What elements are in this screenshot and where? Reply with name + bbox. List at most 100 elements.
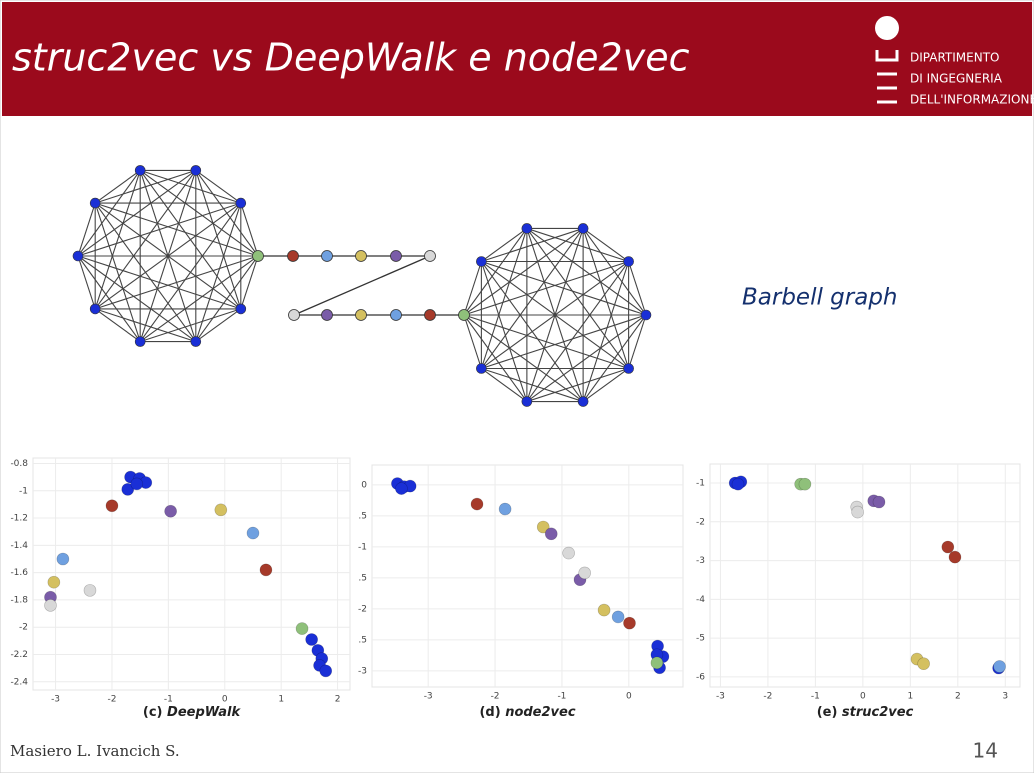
graph-node	[89, 303, 101, 315]
y-tick-label: -0.5	[349, 511, 367, 521]
graph-edge	[240, 255, 259, 310]
logo-dot	[875, 16, 899, 40]
scatter-chart: -3 -2 -1 0 0 -0.5 -1 -1.5 -2 -2.5 -3 (d) node2vec	[349, 464, 684, 720]
graph-node	[190, 336, 202, 347]
y-tick-label: -1.6	[10, 568, 28, 578]
graph-node	[476, 256, 487, 267]
graph-edge	[526, 228, 630, 369]
graph-edge	[195, 170, 259, 257]
scatter-point	[121, 483, 135, 496]
graph-node	[577, 396, 589, 407]
graph-edge	[139, 170, 197, 342]
scatter-point	[948, 550, 962, 564]
graph-edge	[526, 228, 584, 402]
graph-edge	[463, 314, 629, 370]
x-tick-label: 2	[335, 695, 341, 705]
logo-text: DI INGEGNERIA	[910, 72, 1003, 86]
x-tick-label: -2	[107, 695, 116, 705]
scatter-point	[872, 495, 886, 509]
scatter-point	[47, 575, 61, 589]
scatter-point	[305, 633, 318, 646]
graph-edge	[94, 202, 141, 342]
graph-edge	[463, 314, 482, 369]
graph-edge	[582, 314, 647, 402]
scatter-point	[246, 526, 260, 540]
chart-caption: (e) struc2vec	[817, 705, 914, 720]
x-tick-label: -1	[164, 695, 173, 705]
graph-edge	[480, 228, 528, 369]
y-tick-label: -1.4	[10, 541, 28, 551]
barbell-graph	[72, 165, 652, 407]
graph-edge	[94, 170, 141, 310]
scatter-point	[941, 540, 955, 554]
plot-area	[32, 457, 351, 691]
scatter-point	[83, 584, 97, 597]
logo-bars	[875, 50, 899, 104]
x-tick-label: -3	[716, 692, 725, 702]
diagram-label: Barbell graph	[742, 285, 898, 311]
graph-edge	[582, 368, 629, 402]
scatter-point	[295, 622, 309, 635]
slide-title: struc2vec vs DeepWalk e node2vec	[12, 36, 690, 80]
plot-area	[371, 464, 684, 688]
graph-edge	[480, 261, 528, 402]
y-tick-label: -1.5	[349, 573, 367, 583]
scatter-point	[917, 657, 930, 671]
graph-edge	[77, 255, 96, 310]
scatter-point	[597, 603, 611, 617]
y-tick-label: -2	[696, 517, 705, 527]
x-tick-label: 0	[860, 692, 866, 702]
graph-node	[134, 336, 146, 347]
x-tick-label: -3	[424, 692, 433, 702]
graph-node	[72, 250, 84, 262]
graph-node	[89, 197, 101, 209]
graph-node	[321, 250, 333, 262]
x-tick-label: -2	[491, 692, 500, 702]
caption-label: (c)	[143, 705, 163, 720]
y-tick-label: -1	[696, 479, 705, 489]
y-tick-label: -3	[696, 556, 705, 566]
footer-authors: Masiero L. Ivancich S.	[10, 742, 180, 760]
graph-node	[321, 309, 333, 321]
graph-edge	[481, 228, 528, 262]
graph-edge	[481, 367, 584, 403]
caption-title: DeepWalk	[167, 705, 241, 720]
scatter-point	[130, 477, 144, 491]
x-tick-label: 0	[222, 695, 228, 705]
graph-edge	[139, 255, 259, 343]
scatter-point	[498, 502, 512, 516]
graph-edge	[481, 368, 528, 402]
scatter-point	[164, 504, 177, 518]
graph-edge	[94, 202, 197, 342]
y-tick-label: -1	[19, 486, 28, 496]
y-tick-label: -0.8	[10, 459, 28, 469]
graph-edge	[463, 314, 584, 402]
scatter-point	[544, 527, 558, 541]
x-tick-label: -3	[51, 695, 60, 705]
graph-edge	[526, 228, 647, 316]
graph-edge	[582, 228, 629, 262]
graph-edge	[77, 255, 241, 310]
graph-node	[355, 309, 367, 321]
graph-edge	[95, 308, 196, 343]
graph-edge	[77, 169, 197, 257]
graph-node	[190, 165, 202, 176]
graph-edge	[240, 202, 259, 257]
graph-edge	[463, 261, 482, 316]
y-tick-label: -4	[696, 595, 705, 605]
y-tick-label: -2.2	[10, 650, 28, 660]
scatter-point	[214, 503, 228, 517]
graph-edge	[195, 169, 242, 204]
x-tick-label: 1	[907, 692, 913, 702]
y-tick-label: -2.4	[10, 677, 28, 687]
scatter-point	[470, 497, 484, 511]
graph-edge	[582, 228, 647, 316]
graph-node	[623, 363, 634, 374]
y-tick-label: -3	[358, 666, 367, 676]
x-tick-label: -1	[811, 692, 820, 702]
graph-node	[623, 256, 634, 267]
graph-node	[521, 223, 533, 234]
graph-node	[390, 250, 402, 262]
graph-edge	[582, 228, 630, 369]
